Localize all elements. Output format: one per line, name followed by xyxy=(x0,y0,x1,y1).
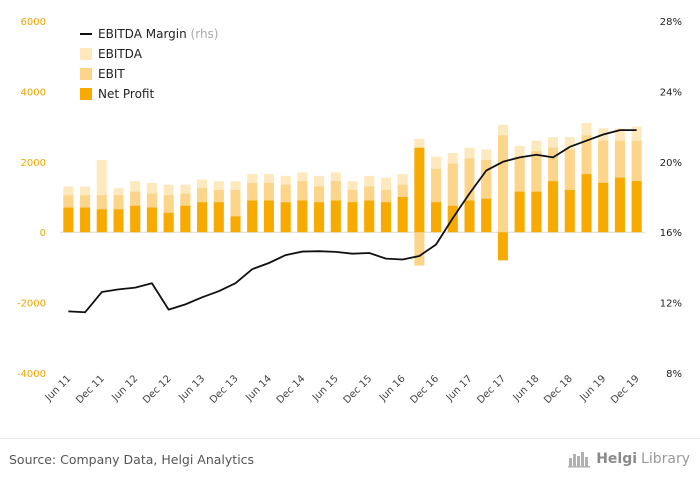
bar-net-34 xyxy=(631,181,642,233)
x-tick-label: Jun 18 xyxy=(511,373,542,404)
x-tick-label: Jun 14 xyxy=(243,373,274,404)
left-tick-label: 2000 xyxy=(21,158,46,169)
right-tick-label: 24% xyxy=(660,87,682,98)
brand-name-part2: Library xyxy=(641,451,690,467)
bar-net-30 xyxy=(564,189,575,233)
left-tick-label: -4000 xyxy=(17,369,46,380)
legend-label-ebit: EBIT xyxy=(98,67,125,81)
bar-net-12 xyxy=(263,200,274,233)
bar-ebit-21 xyxy=(414,232,425,266)
bar-net-26 xyxy=(497,232,508,261)
bar-net-8 xyxy=(197,202,208,233)
bar-net-10 xyxy=(230,216,241,233)
bar-ebit-26 xyxy=(497,135,508,233)
bar-net-3 xyxy=(113,209,124,233)
x-tick-label: Dec 16 xyxy=(408,373,441,406)
series-line-ebitda-margin xyxy=(68,129,637,314)
brand-logo[interactable]: Helgi Library xyxy=(568,450,690,468)
x-tick-label: Dec 12 xyxy=(141,373,174,406)
bar-net-16 xyxy=(330,200,341,233)
bar-net-4 xyxy=(130,205,141,233)
bar-net-33 xyxy=(614,177,625,233)
legend-label-margin: EBITDA Margin (rhs) xyxy=(98,27,219,41)
right-tick-label: 8% xyxy=(666,369,682,380)
bar-net-32 xyxy=(598,182,609,233)
left-tick-label: 6000 xyxy=(21,17,46,28)
bar-net-29 xyxy=(548,181,559,233)
right-tick-label: 28% xyxy=(660,17,682,28)
bar-ebit-10 xyxy=(230,189,241,233)
x-tick-label: Dec 19 xyxy=(609,373,642,406)
bar-net-1 xyxy=(80,207,91,233)
x-tick-label: Jun 16 xyxy=(377,373,408,404)
footer: Source: Company Data, Helgi Analytics He… xyxy=(0,438,700,484)
x-tick-label: Jun 13 xyxy=(176,373,207,404)
bar-net-13 xyxy=(280,202,291,233)
right-tick-label: 12% xyxy=(660,299,682,310)
bar-net-20 xyxy=(397,197,408,233)
left-tick-label: 4000 xyxy=(21,87,46,98)
left-tick-label: 0 xyxy=(40,228,46,239)
x-tick-label: Jun 15 xyxy=(310,373,341,404)
bar-ebit-23 xyxy=(447,163,458,233)
line-layer xyxy=(68,129,637,314)
legend-swatch-ebit xyxy=(80,68,92,80)
bar-net-5 xyxy=(146,207,157,233)
right-tick-label: 16% xyxy=(660,228,682,239)
bar-net-25 xyxy=(481,198,492,233)
bars-layer xyxy=(63,123,642,266)
bar-net-17 xyxy=(347,202,358,233)
legend-label-ebitda: EBITDA xyxy=(98,47,143,61)
x-tick-label: Jun 12 xyxy=(110,373,141,404)
bar-net-11 xyxy=(247,200,258,233)
right-axis: 28% 24% 20% 16% 12% 8% xyxy=(660,17,682,380)
bar-net-22 xyxy=(431,202,442,233)
bar-net-9 xyxy=(213,202,224,233)
left-tick-label: -2000 xyxy=(17,299,46,310)
bar-net-24 xyxy=(464,200,475,233)
x-tick-label: Dec 13 xyxy=(208,373,241,406)
x-tick-label: Jun 17 xyxy=(444,373,475,404)
x-tick-label: Dec 11 xyxy=(74,373,107,406)
bar-net-27 xyxy=(514,191,525,233)
x-tick-label: Jun 19 xyxy=(578,373,609,404)
bar-ebit-22 xyxy=(431,168,442,233)
bar-net-7 xyxy=(180,205,191,233)
bar-net-28 xyxy=(531,191,542,233)
bar-net-31 xyxy=(581,174,592,233)
legend-label-net: Net Profit xyxy=(98,87,154,101)
chart: 6000 4000 2000 0 -2000 -4000 28% 24% 20% 16% 12% 8… xyxy=(17,17,682,406)
city-skyline-icon xyxy=(568,452,591,468)
x-tick-label: Dec 17 xyxy=(475,373,508,406)
x-tick-label: Dec 14 xyxy=(275,373,308,406)
bar-net-0 xyxy=(63,207,74,233)
bar-net-15 xyxy=(314,202,325,233)
bar-ebit-24 xyxy=(464,158,475,233)
left-axis: 6000 4000 2000 0 -2000 -4000 xyxy=(17,17,46,380)
source-text: Source: Company Data, Helgi Analytics xyxy=(9,452,255,467)
legend: EBITDA Margin (rhs) EBITDA EBIT Net Profit xyxy=(80,27,219,101)
x-tick-label: Dec 18 xyxy=(542,373,575,406)
bar-ebit-25 xyxy=(481,160,492,233)
bar-net-18 xyxy=(364,200,375,233)
bar-net-6 xyxy=(163,212,174,233)
right-tick-label: 20% xyxy=(660,158,682,169)
legend-note-rhs: (rhs) xyxy=(187,27,219,41)
legend-swatch-net xyxy=(80,88,92,100)
x-axis: Jun 11 Dec 11 Jun 12 Dec 12 Jun 13 Dec 13 Jun … xyxy=(43,373,642,406)
brand-name-part1: Helgi xyxy=(596,451,638,467)
bar-net-14 xyxy=(297,200,308,233)
bar-net-2 xyxy=(96,209,107,233)
bar-net-19 xyxy=(380,202,391,233)
legend-swatch-ebitda xyxy=(80,48,92,60)
bar-net-21 xyxy=(414,147,425,233)
x-tick-label: Dec 15 xyxy=(342,373,375,406)
x-tick-label: Jun 11 xyxy=(43,373,74,404)
